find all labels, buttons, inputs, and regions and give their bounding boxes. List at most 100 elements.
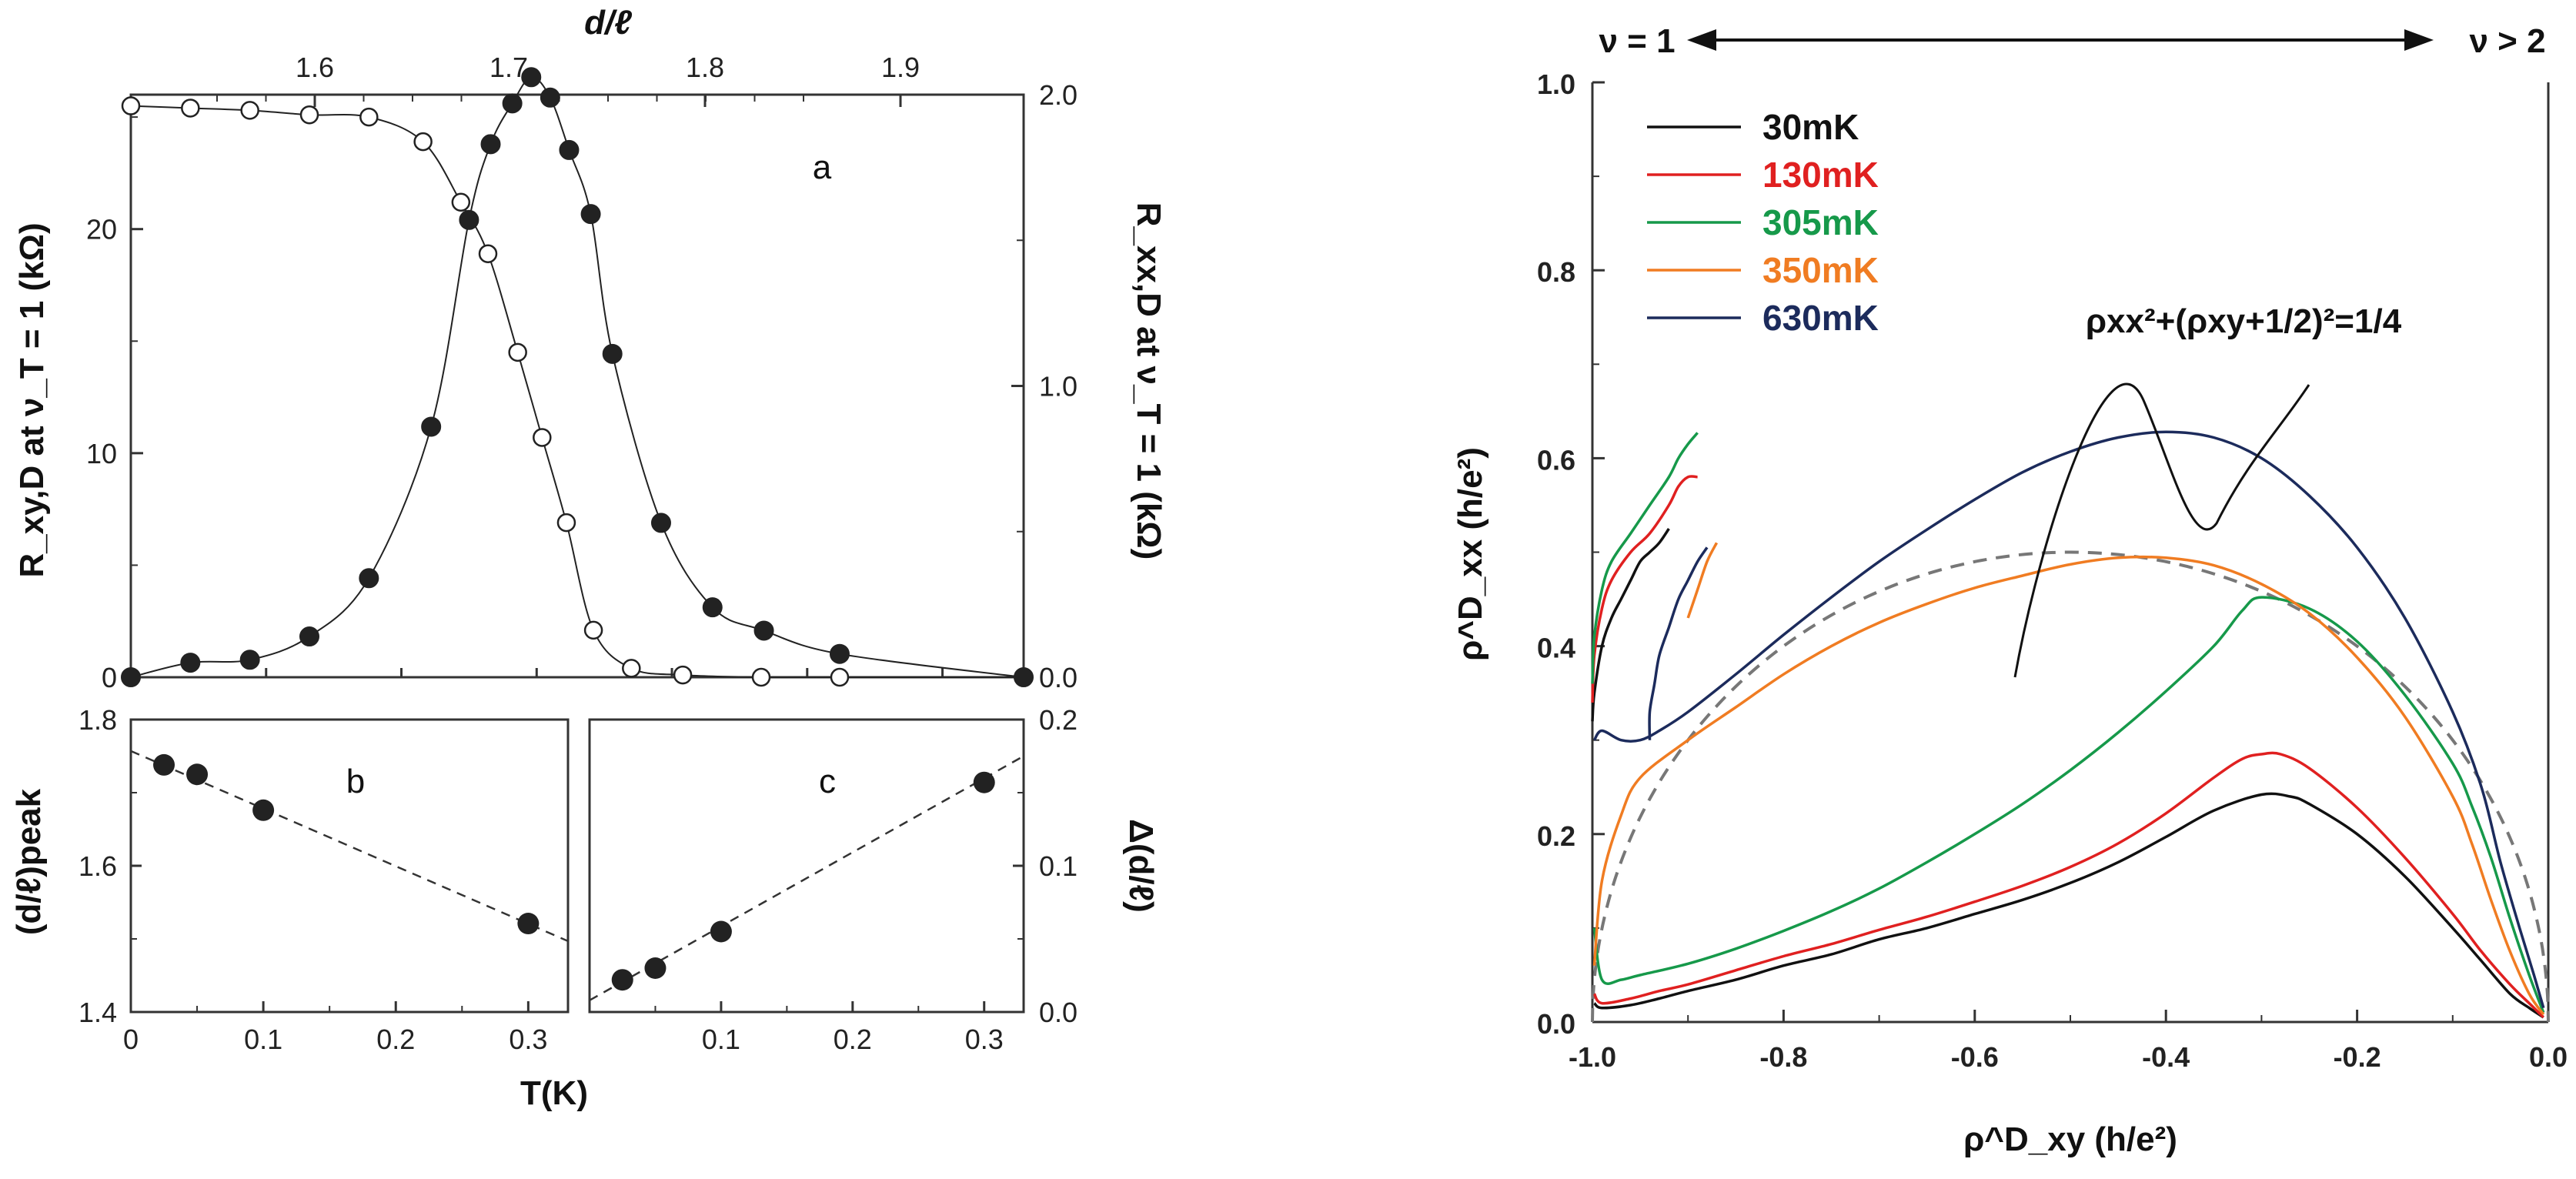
panel-d: -1.0 -0.8 -0.6 -0.4 -0.2 0.0 0.0 0.2 0.4 0.6 0.8 1.… [1452,22,2568,1158]
rxx-point [299,626,319,647]
right-tick-label: 2.0 [1039,79,1078,111]
left-tick-label: 0 [102,662,117,693]
right-tick-label: 1.0 [1039,371,1078,402]
x-tick-label: -0.2 [2334,1041,2381,1073]
x-tick-label: 0.1 [702,1024,740,1055]
rxx-point [602,343,623,364]
semicircle-curve [1591,550,2550,1023]
rxy-point [240,101,259,120]
data-point [611,969,633,991]
data-point [517,913,540,935]
rxx-point [180,653,201,673]
rxy-point [622,659,641,678]
right-axis-label: R_xx,D at ν_T = 1 (kΩ) [1130,202,1168,559]
left-tick-label: 20 [86,214,117,245]
x-tick-label: -0.4 [2142,1041,2190,1073]
data-point [644,957,667,979]
series-line [1591,432,1699,684]
x-tick-label: 0.3 [509,1024,547,1055]
x-tick-label: 0 [123,1024,139,1055]
rxx-point [580,204,601,225]
legend-label: 630mK [1762,298,1879,338]
x-tick-label: -1.0 [1569,1041,1616,1073]
rxy-point [299,105,319,125]
y-tick-label: 0.6 [1537,444,1575,476]
y-tick-label: 0.8 [1537,256,1575,288]
y-axis-label: ρ^D_xx (h/e²) [1452,447,1489,661]
y-axis-label: (d/ℓ)peak [10,788,48,935]
data-point [973,771,995,793]
legend-label: 130mK [1762,155,1879,195]
x-tick-label: -0.8 [1759,1041,1807,1073]
x-tick-label: 0.2 [834,1024,872,1055]
panel-a-label: a [813,149,832,186]
x-tick-label: -0.6 [1951,1041,1999,1073]
x-tick-label: 0.3 [965,1024,1004,1055]
rxy-curve [130,105,1024,679]
panel-b-label: b [346,763,365,800]
series-line [1593,792,2544,1019]
data-point [186,763,209,786]
rxx-point [702,597,723,618]
rxy-point [451,192,471,212]
arrow-head-right [2404,29,2434,51]
legend-label: 305mK [1762,202,1879,242]
y-tick-label: 1.0 [1537,68,1575,100]
rxy-point [359,107,379,127]
rxx-point [239,650,260,670]
rxy-point [478,244,498,263]
nu-1-label: ν = 1 [1599,22,1675,60]
top-tick-label: 1.6 [296,52,334,83]
rxx-point [502,93,523,114]
legend-label: 30mK [1762,107,1859,147]
y-tick-label: 1.6 [79,850,117,882]
rxy-point [556,513,576,533]
nu-gt-2-label: ν > 2 [2469,22,2545,60]
x-tick-label: 0.1 [244,1024,282,1055]
rxy-point [181,99,200,118]
series-line [1592,430,2545,1009]
series-line [1591,475,1698,703]
y-tick-label: 0.1 [1039,850,1078,882]
x-tick-label: 0.2 [376,1024,415,1055]
rxx-point [421,416,442,437]
x-axis-label: T(K) [520,1074,588,1112]
panel-a-frame [129,93,1025,679]
rxx-point [480,134,501,155]
legend-label: 350mK [1762,250,1879,290]
rxy-point [533,428,552,447]
top-tick-label: 1.9 [881,52,920,83]
y-tick-label: 1.4 [79,997,117,1028]
panel-b: 0 0.1 0.2 0.3 1.4 1.6 1.8 (d/ℓ)peak T(K) b [10,704,588,1112]
series-line [1648,546,1709,740]
rxy-point [508,342,527,362]
panel-c-label: c [819,763,836,800]
rxy-point [751,667,771,687]
rxx-curve [130,76,1024,678]
annotation-pointer [2013,382,2310,678]
rxx-point [359,568,379,589]
rxx-point [121,667,141,687]
rxx-point [829,643,850,664]
data-point [710,920,732,943]
rxx-point [540,87,560,108]
y-tick-label: 0.0 [1039,997,1078,1028]
y-tick-label: 0.0 [1537,1008,1575,1040]
formula-annotation: ρxx²+(ρxy+1/2)²=1/4 [2086,302,2402,340]
panel-c: 0.1 0.2 0.3 0.0 0.1 0.2 Δ(d/ℓ) c [588,704,1160,1055]
y-tick-label: 0.2 [1537,820,1575,852]
y-tick-label: 0.2 [1039,704,1078,736]
rxx-point [459,209,479,230]
series-line [1592,555,2545,1016]
x-axis-label: ρ^D_xy (h/e²) [1963,1121,2177,1158]
rxx-point [753,620,774,641]
left-axis-label: R_xy,D at ν_T = 1 (kΩ) [13,222,51,577]
rxx-point [1014,667,1034,687]
rxy-point [583,620,603,640]
rxx-point [650,513,671,533]
y-tick-label: 0.4 [1537,633,1575,664]
series-line [1591,527,1670,722]
top-tick-label: 1.8 [686,52,724,83]
